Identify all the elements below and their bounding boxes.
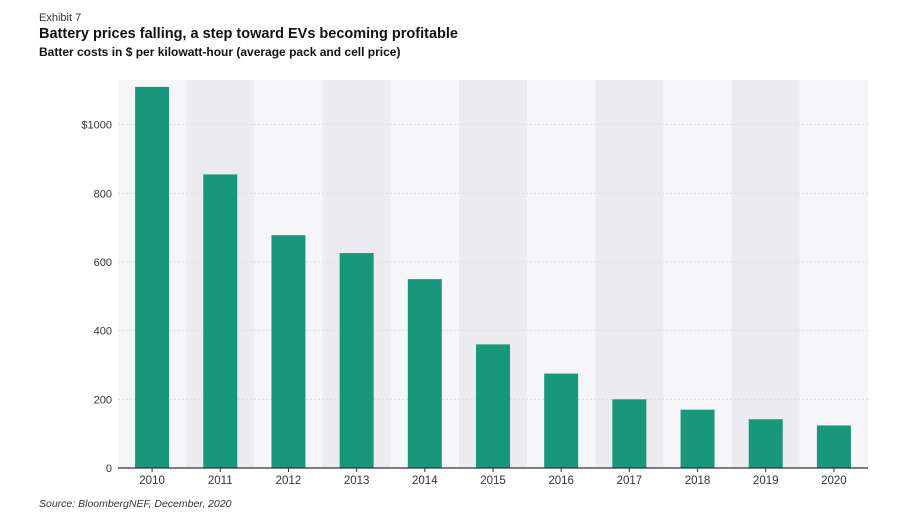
y-tick-label: 800 [94, 188, 112, 200]
bar-2010 [135, 86, 170, 469]
y-tick-label: 0 [106, 463, 112, 475]
bar-2013 [339, 253, 374, 468]
bar-2018 [680, 409, 715, 468]
x-tick-label: 2011 [208, 475, 233, 487]
x-tick-label: 2020 [821, 475, 847, 487]
x-tick-label: 2012 [276, 475, 302, 487]
x-tick-label: 2014 [412, 475, 438, 487]
background-band [799, 80, 868, 468]
bar-2020 [816, 425, 851, 468]
background-band [663, 80, 732, 468]
y-tick-label: 400 [94, 326, 112, 338]
bar-2017 [612, 399, 647, 468]
chart-title: Battery prices falling, a step toward EV… [39, 26, 458, 42]
bar-2012 [271, 235, 306, 468]
x-tick-label: 2017 [617, 475, 643, 487]
exhibit-label: Exhibit 7 [39, 12, 82, 24]
chart-subtitle: Batter costs in $ per kilowatt-hour (ave… [39, 45, 401, 59]
x-tick-label: 2016 [548, 475, 574, 487]
bar-2015 [476, 344, 510, 468]
x-tick-label: 2010 [139, 475, 165, 487]
bar-2014 [407, 279, 442, 468]
bar-2016 [544, 373, 579, 468]
y-tick-label: 600 [94, 257, 112, 269]
x-tick-label: 2018 [685, 475, 711, 487]
bar-2011 [203, 174, 238, 468]
x-tick-label: 2019 [753, 475, 779, 487]
source-note: Source: BloombergNEF, December, 2020 [39, 498, 232, 510]
background-band [731, 80, 800, 468]
x-tick-label: 2013 [344, 475, 370, 487]
x-tick-label: 2015 [480, 475, 506, 487]
y-tick-label: $1000 [81, 120, 112, 132]
y-tick-label: 200 [94, 394, 112, 406]
bar-2019 [748, 419, 783, 468]
